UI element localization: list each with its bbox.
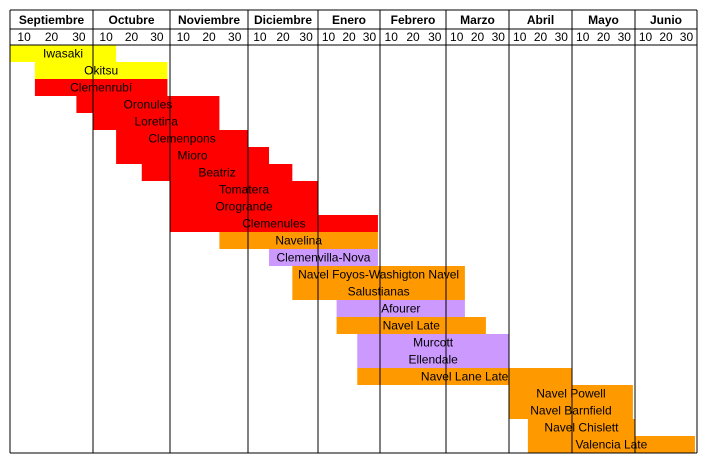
bar-okitsu — [34, 62, 168, 79]
day-tick-label: 20 — [202, 30, 216, 44]
day-tick-label: 10 — [385, 30, 399, 44]
day-tick-label: 20 — [471, 30, 485, 44]
bar-clemenpons — [116, 130, 248, 147]
month-label: Junio — [650, 13, 682, 27]
bar-loretina — [93, 113, 220, 130]
bar-label: Clemenules — [242, 217, 305, 231]
day-tick-label: 10 — [177, 30, 191, 44]
bar-label: Navel Foyos-Washigton Navel — [298, 268, 459, 282]
day-tick-label: 10 — [253, 30, 267, 44]
bar-clemenules — [170, 215, 378, 232]
day-tick-label: 10 — [450, 30, 464, 44]
month-label: Septiembre — [19, 13, 85, 27]
day-tick-label: 10 — [322, 30, 336, 44]
bar-label: Salustianas — [348, 285, 410, 299]
bar-ellendale — [357, 351, 509, 368]
bar-navel-lane-late — [357, 368, 572, 385]
bar-label: Navel Barnfield — [530, 404, 611, 418]
bar-label: Afourer — [381, 302, 420, 316]
day-tick-label: 30 — [150, 30, 164, 44]
bar-navel-late — [336, 317, 486, 334]
grid-layer — [9, 9, 698, 454]
month-label: Octubre — [108, 13, 154, 27]
day-tick-label: 30 — [363, 30, 377, 44]
bar-label: Navel Powell — [536, 387, 605, 401]
bar-label: Beatriz — [198, 166, 235, 180]
day-tick-label: 30 — [555, 30, 569, 44]
bar-label: Murcott — [413, 336, 454, 350]
day-tick-label: 10 — [17, 30, 31, 44]
bar-navel-chislett — [527, 419, 635, 436]
day-tick-label: 30 — [680, 30, 694, 44]
day-tick-label: 10 — [513, 30, 527, 44]
bar-label: Navelina — [275, 234, 322, 248]
bar-navel-foyos-washigton-navel — [292, 266, 465, 283]
header-layer: Septiembre 10 20 30 Octubre 10 20 30 Noviembre 10… — [17, 13, 693, 44]
month-label: Mayo — [588, 13, 619, 27]
bar-valencia-late — [527, 436, 695, 453]
bar-label: Iwasaki — [43, 47, 83, 61]
bar-mioro — [116, 147, 269, 164]
bars-layer — [10, 45, 695, 453]
month-label: Enero — [332, 13, 366, 27]
day-tick-label: 30 — [618, 30, 632, 44]
day-tick-label: 30 — [299, 30, 313, 44]
bar-iwasaki — [10, 45, 117, 62]
bar-label: Orogrande — [215, 200, 273, 214]
bar-oronules — [76, 96, 220, 113]
day-tick-label: 30 — [492, 30, 506, 44]
day-tick-label: 10 — [639, 30, 653, 44]
day-tick-label: 10 — [576, 30, 590, 44]
month-label: Marzo — [460, 13, 495, 27]
day-tick-label: 20 — [597, 30, 611, 44]
day-tick-label: 20 — [45, 30, 59, 44]
bar-clemenrub- — [34, 79, 168, 96]
day-tick-label: 20 — [659, 30, 673, 44]
day-tick-label: 20 — [534, 30, 548, 44]
bar-label: Navel Late — [383, 319, 441, 333]
bar-label: Clemenvilla-Nova — [276, 251, 370, 265]
bar-label: Clemenpons — [148, 132, 215, 146]
bar-label: Mioro — [178, 149, 208, 163]
bar-label: Navel Lane Late — [421, 370, 509, 384]
day-tick-label: 20 — [276, 30, 290, 44]
bar-navel-barnfield — [509, 402, 633, 419]
bar-murcott — [357, 334, 509, 351]
month-label: Abril — [527, 13, 554, 27]
day-tick-label: 10 — [99, 30, 113, 44]
bar-label: Tomatera — [219, 183, 269, 197]
day-tick-label: 30 — [228, 30, 242, 44]
bar-orogrande — [170, 198, 318, 215]
bar-navel-powell — [509, 385, 633, 402]
bar-beatriz — [141, 164, 293, 181]
bar-afourer — [336, 300, 465, 317]
day-tick-label: 30 — [72, 30, 86, 44]
day-tick-label: 20 — [406, 30, 420, 44]
day-tick-label: 30 — [428, 30, 442, 44]
bar-label: Okitsu — [84, 64, 118, 78]
bar-tomatera — [170, 181, 318, 198]
bar-navelina — [219, 232, 378, 249]
bar-label: Navel Chislett — [544, 421, 619, 435]
month-label: Febrero — [391, 13, 436, 27]
day-tick-label: 20 — [342, 30, 356, 44]
bar-clemenvilla-nova — [269, 249, 378, 266]
bar-salustianas — [292, 283, 465, 300]
bar-label: Loretina — [135, 115, 179, 129]
bar-label: Oronules — [124, 98, 173, 112]
month-label: Noviembre — [178, 13, 240, 27]
bar-label: Valencia Late — [575, 438, 647, 452]
bar-label: Ellendale — [408, 353, 458, 367]
month-label: Diciembre — [254, 13, 312, 27]
bar-label: Clemenrubí — [70, 81, 133, 95]
day-tick-label: 20 — [125, 30, 139, 44]
